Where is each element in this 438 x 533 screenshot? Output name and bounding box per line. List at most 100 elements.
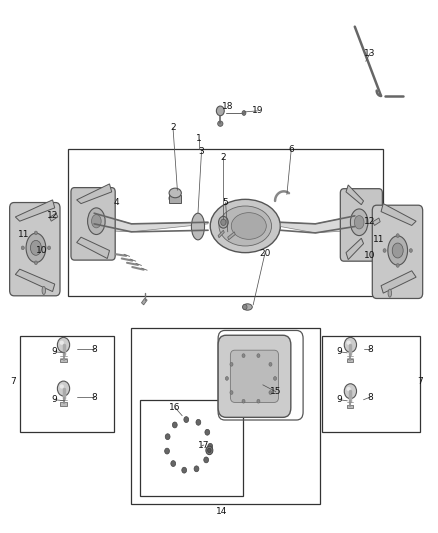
Text: 9: 9 — [336, 395, 343, 404]
Ellipse shape — [57, 381, 70, 396]
Polygon shape — [77, 237, 110, 259]
Ellipse shape — [225, 376, 228, 381]
FancyBboxPatch shape — [230, 350, 279, 402]
Text: 16: 16 — [170, 403, 181, 412]
Ellipse shape — [34, 261, 37, 265]
Ellipse shape — [242, 399, 245, 403]
Polygon shape — [280, 216, 355, 233]
Text: 3: 3 — [198, 148, 205, 156]
Text: 14: 14 — [215, 507, 227, 516]
Ellipse shape — [243, 304, 252, 310]
Text: 4: 4 — [113, 198, 119, 207]
Text: 11: 11 — [373, 236, 385, 244]
Text: 7: 7 — [417, 377, 424, 385]
FancyBboxPatch shape — [218, 335, 291, 417]
Ellipse shape — [219, 206, 272, 246]
Text: 13: 13 — [364, 49, 376, 58]
FancyBboxPatch shape — [10, 203, 60, 296]
Ellipse shape — [196, 419, 201, 425]
Ellipse shape — [60, 341, 64, 345]
Ellipse shape — [242, 354, 245, 358]
Text: 9: 9 — [52, 348, 58, 356]
Polygon shape — [169, 195, 181, 203]
Polygon shape — [15, 269, 55, 292]
Ellipse shape — [273, 376, 277, 381]
Polygon shape — [77, 184, 112, 204]
FancyBboxPatch shape — [372, 205, 423, 298]
Text: 7: 7 — [10, 377, 16, 385]
Ellipse shape — [88, 208, 105, 235]
Ellipse shape — [194, 466, 199, 472]
Bar — [68, 149, 383, 296]
Polygon shape — [381, 204, 416, 225]
Ellipse shape — [216, 106, 224, 116]
Ellipse shape — [346, 341, 351, 345]
Text: 15: 15 — [270, 387, 282, 396]
Ellipse shape — [208, 448, 211, 453]
Ellipse shape — [169, 188, 181, 198]
Ellipse shape — [210, 199, 280, 253]
Bar — [140, 400, 243, 496]
Text: 11: 11 — [18, 230, 30, 239]
Ellipse shape — [182, 467, 187, 473]
Ellipse shape — [243, 304, 247, 310]
Ellipse shape — [409, 248, 413, 253]
Ellipse shape — [231, 213, 266, 239]
Text: 10: 10 — [36, 246, 47, 255]
Ellipse shape — [21, 246, 24, 249]
Ellipse shape — [165, 434, 170, 440]
Ellipse shape — [57, 337, 70, 352]
Ellipse shape — [171, 461, 176, 466]
Ellipse shape — [257, 354, 260, 358]
Polygon shape — [346, 185, 364, 205]
Polygon shape — [60, 359, 67, 362]
Ellipse shape — [230, 362, 233, 366]
Ellipse shape — [30, 240, 41, 255]
Text: 9: 9 — [52, 395, 58, 404]
Ellipse shape — [388, 236, 407, 265]
Polygon shape — [381, 271, 416, 293]
Polygon shape — [94, 213, 208, 232]
Ellipse shape — [92, 214, 101, 228]
Ellipse shape — [218, 121, 223, 126]
FancyBboxPatch shape — [340, 189, 382, 261]
Polygon shape — [228, 232, 235, 240]
Ellipse shape — [269, 362, 272, 366]
Ellipse shape — [60, 384, 64, 389]
Ellipse shape — [344, 384, 357, 399]
Ellipse shape — [184, 417, 189, 423]
Text: 18: 18 — [222, 102, 233, 111]
Text: 2: 2 — [170, 124, 176, 132]
Text: 12: 12 — [47, 212, 58, 220]
Ellipse shape — [191, 213, 205, 240]
Bar — [20, 336, 114, 432]
Ellipse shape — [396, 264, 399, 268]
Ellipse shape — [221, 219, 226, 225]
Ellipse shape — [34, 231, 37, 235]
Ellipse shape — [47, 246, 50, 249]
Text: 19: 19 — [252, 107, 263, 115]
Polygon shape — [141, 298, 147, 305]
Ellipse shape — [219, 216, 228, 228]
Ellipse shape — [230, 391, 233, 394]
Text: 8: 8 — [91, 345, 97, 353]
Polygon shape — [15, 200, 55, 221]
Ellipse shape — [269, 391, 272, 394]
Polygon shape — [49, 213, 58, 221]
Ellipse shape — [42, 286, 46, 294]
Ellipse shape — [173, 422, 177, 428]
Bar — [131, 328, 320, 504]
Bar — [322, 336, 420, 432]
Ellipse shape — [206, 446, 213, 455]
Ellipse shape — [396, 233, 399, 237]
Text: 8: 8 — [367, 345, 373, 353]
Ellipse shape — [350, 209, 368, 236]
Text: 2: 2 — [221, 153, 226, 161]
Text: 10: 10 — [364, 252, 376, 260]
Text: 1: 1 — [196, 134, 202, 143]
Ellipse shape — [169, 193, 181, 203]
Ellipse shape — [344, 337, 357, 352]
Polygon shape — [60, 402, 67, 406]
Polygon shape — [347, 359, 353, 362]
Ellipse shape — [26, 233, 46, 263]
